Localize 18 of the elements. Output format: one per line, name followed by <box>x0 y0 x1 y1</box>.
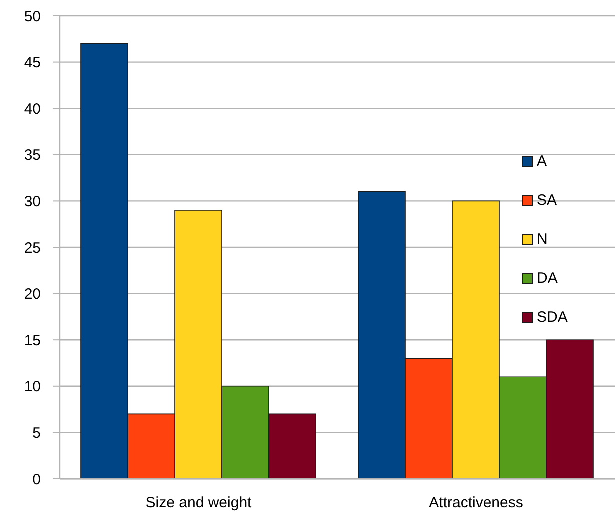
legend-label: DA <box>537 270 558 287</box>
y-tick-label: 10 <box>24 378 41 396</box>
y-tick-label: 15 <box>24 332 41 350</box>
legend-label: A <box>537 153 548 170</box>
legend-label: SDA <box>537 309 568 326</box>
y-tick-label: 35 <box>24 147 41 164</box>
y-tick-label: 20 <box>24 286 41 304</box>
x-tick-label: Attractiveness <box>429 494 524 512</box>
y-tick-label: 50 <box>24 8 41 26</box>
y-tick-label: 0 <box>32 471 41 488</box>
y-tick-label: 25 <box>24 240 41 257</box>
y-tick-label: 5 <box>32 425 41 442</box>
y-tick-label: 30 <box>24 194 41 211</box>
y-tick-label: 40 <box>24 100 41 118</box>
y-tick-label: 45 <box>24 54 41 72</box>
x-tick-label: Size and weight <box>146 494 253 512</box>
legend-label: SA <box>537 192 558 209</box>
legend-label: N <box>537 231 548 248</box>
